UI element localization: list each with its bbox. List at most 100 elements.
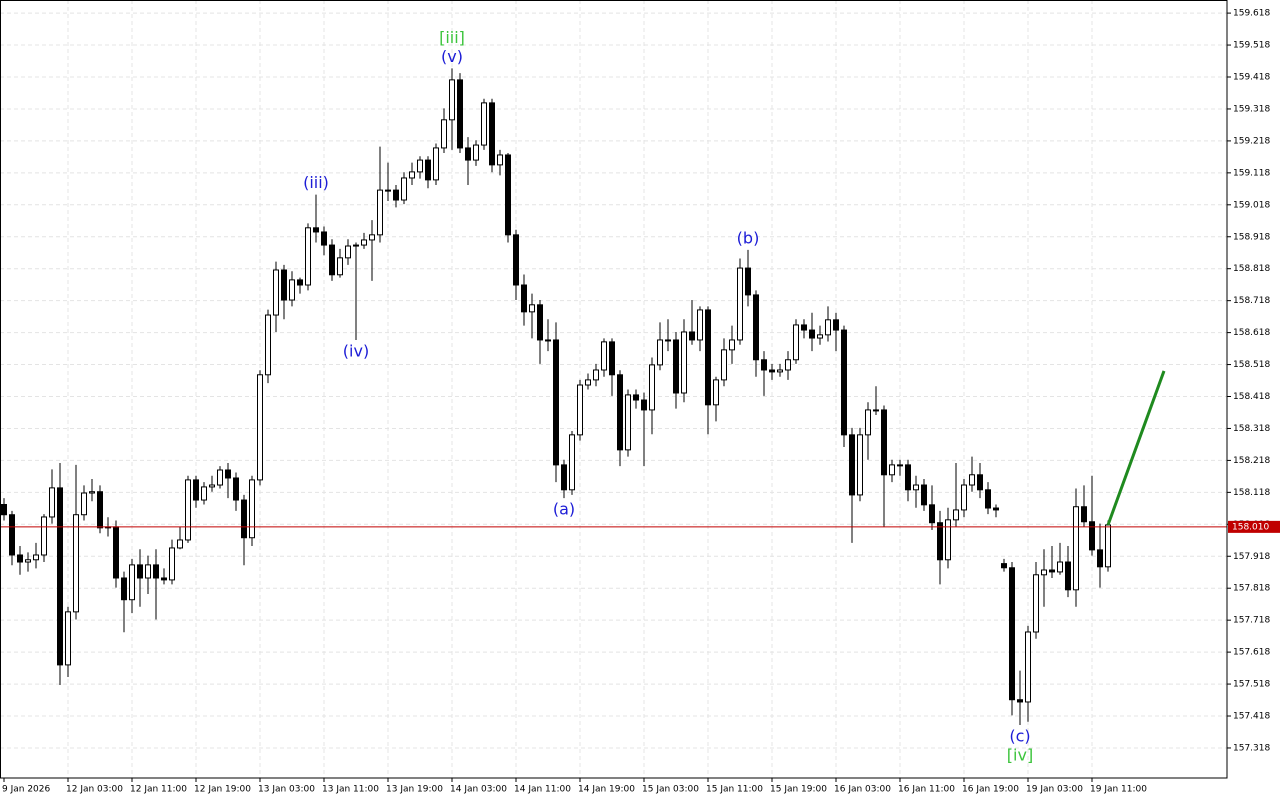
y-tick-label: 159.218 [1233, 136, 1270, 146]
candle-body [937, 522, 943, 561]
candle-body [489, 102, 495, 166]
candle-body [793, 324, 799, 361]
candle-body [161, 577, 167, 581]
candle-body [601, 341, 607, 371]
candle-body [449, 79, 455, 121]
candle-body [225, 469, 231, 479]
candle-body [49, 487, 55, 518]
candle-body [393, 189, 399, 201]
candle-body [961, 484, 967, 511]
candle-body [825, 319, 831, 336]
candle-body [377, 189, 383, 236]
candle-body [145, 564, 151, 579]
candle-body [897, 464, 903, 467]
candle-body [521, 284, 527, 313]
wave-label: (iii) [303, 173, 329, 192]
candle-body [1017, 699, 1023, 703]
y-tick-label: 159.018 [1233, 200, 1270, 210]
x-tick-label: 15 Jan 11:00 [706, 785, 763, 795]
y-tick-label: 158.318 [1233, 424, 1270, 434]
candle-body [457, 79, 463, 149]
wave-label: (b) [737, 228, 760, 247]
candle-body [305, 227, 311, 286]
x-tick-label: 16 Jan 19:00 [962, 785, 1019, 795]
candle-body [977, 474, 983, 491]
wave-label: (iv) [343, 341, 369, 360]
x-tick-label: 15 Jan 19:00 [770, 785, 827, 795]
candle-body [633, 394, 639, 401]
y-tick-label: 159.318 [1233, 104, 1270, 114]
candle-body [569, 434, 575, 491]
x-tick-label: 13 Jan 19:00 [386, 785, 443, 795]
candle-body [345, 245, 351, 259]
candle-body [921, 484, 927, 506]
candle-body [153, 564, 159, 579]
candle-body [713, 379, 719, 406]
wave-label: (a) [553, 500, 575, 519]
candle-body [369, 234, 375, 241]
candle-body [641, 399, 647, 411]
y-tick-label: 158.818 [1233, 264, 1270, 274]
y-tick-label: 159.118 [1233, 168, 1270, 178]
y-tick-label: 157.818 [1233, 584, 1270, 594]
candle-body [193, 479, 199, 501]
candle-body [969, 474, 975, 486]
candle-body [761, 359, 767, 371]
y-tick-label: 157.718 [1233, 616, 1270, 626]
candle-body [1025, 631, 1031, 703]
candle-body [553, 339, 559, 466]
candle-body [185, 479, 191, 541]
y-tick-label: 159.518 [1233, 41, 1270, 51]
candle-body [1057, 561, 1063, 573]
candle-body [721, 349, 727, 381]
candle-body [113, 526, 119, 579]
candle-body [1097, 549, 1103, 568]
candle-body [73, 514, 79, 613]
x-tick-label: 19 Jan 03:00 [1026, 785, 1083, 795]
candle-body [273, 269, 279, 316]
y-tick-label: 157.518 [1233, 680, 1270, 690]
candle-body [889, 464, 895, 476]
wave-label: [iv] [1007, 745, 1033, 764]
candle-body [169, 547, 175, 581]
candle-body [929, 504, 935, 524]
candle-body [1001, 563, 1007, 569]
candle-body [785, 359, 791, 371]
candle-body [425, 159, 431, 181]
candle-body [57, 487, 63, 666]
candle-body [1041, 569, 1047, 576]
candle-body [865, 409, 871, 436]
y-tick-label: 157.318 [1233, 743, 1270, 753]
y-tick-label: 158.618 [1233, 328, 1270, 338]
candle-body [417, 159, 423, 173]
candle-body [577, 384, 583, 436]
candle-body [1, 504, 7, 516]
candle-body [401, 177, 407, 201]
candle-body [809, 329, 815, 339]
candle-body [241, 499, 247, 539]
candle-body [433, 147, 439, 181]
x-tick-label: 12 Jan 11:00 [130, 785, 187, 795]
candle-body [881, 409, 887, 476]
candle-body [1105, 524, 1111, 568]
candle-body [945, 519, 951, 561]
candle-body [505, 154, 511, 236]
y-tick-label: 159.618 [1233, 9, 1270, 19]
candle-body [905, 464, 911, 491]
candle-body [1049, 569, 1055, 573]
y-tick-label: 158.518 [1233, 360, 1270, 370]
candle-body [617, 374, 623, 451]
y-tick-label: 157.418 [1233, 712, 1270, 722]
candle-body [329, 244, 335, 276]
candle-body [89, 491, 95, 494]
x-tick-label: 14 Jan 03:00 [450, 785, 507, 795]
x-tick-label: 12 Jan 19:00 [194, 785, 251, 795]
y-tick-label: 157.618 [1233, 648, 1270, 658]
candle-body [121, 577, 127, 601]
candle-body [41, 516, 47, 556]
candle-body [585, 379, 591, 386]
candle-body [513, 234, 519, 286]
candle-body [497, 154, 503, 166]
